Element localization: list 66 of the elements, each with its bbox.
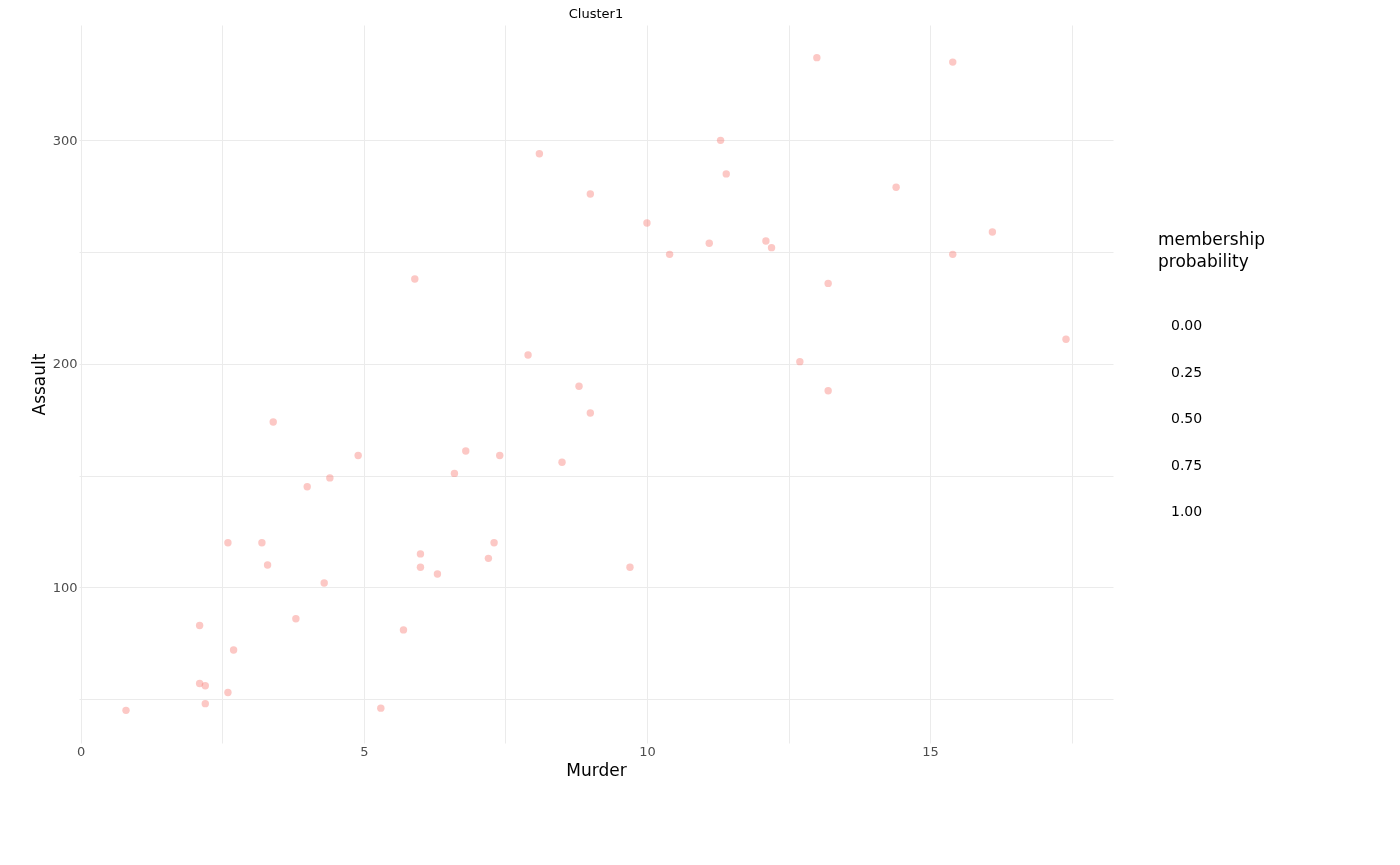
point bbox=[813, 53, 821, 62]
x-tick-label: 0 bbox=[77, 743, 86, 759]
point bbox=[762, 237, 770, 245]
point bbox=[320, 579, 328, 587]
point bbox=[195, 679, 204, 688]
point bbox=[665, 250, 674, 259]
point bbox=[399, 626, 408, 634]
point bbox=[326, 474, 334, 482]
point bbox=[229, 646, 238, 654]
point bbox=[195, 621, 204, 630]
point bbox=[450, 469, 459, 478]
x-tick-label: 15 bbox=[922, 743, 939, 759]
text: 1.00 bbox=[1171, 503, 1203, 519]
point bbox=[292, 615, 300, 623]
point bbox=[269, 418, 277, 426]
point bbox=[263, 561, 272, 569]
x-tick-label: 10 bbox=[639, 743, 656, 759]
point bbox=[949, 250, 957, 259]
point bbox=[224, 688, 232, 697]
point bbox=[224, 539, 232, 547]
point bbox=[416, 550, 425, 558]
point bbox=[586, 190, 595, 198]
point bbox=[524, 351, 532, 359]
point bbox=[824, 279, 832, 288]
point bbox=[354, 451, 362, 460]
point bbox=[122, 706, 130, 715]
point bbox=[433, 570, 442, 578]
point bbox=[1062, 335, 1070, 343]
text: 0.25 bbox=[1171, 363, 1203, 380]
point bbox=[496, 451, 504, 460]
point bbox=[705, 239, 713, 247]
point bbox=[626, 563, 634, 571]
point bbox=[490, 539, 498, 547]
point bbox=[484, 554, 493, 563]
point bbox=[586, 409, 595, 417]
point bbox=[303, 483, 311, 491]
point bbox=[716, 136, 725, 145]
text: 0.75 bbox=[1171, 456, 1203, 473]
point bbox=[201, 699, 209, 708]
y-tick-label: 200 bbox=[52, 356, 78, 372]
chart-title: Cluster1 bbox=[568, 6, 624, 21]
x-tick-label: 5 bbox=[360, 743, 369, 759]
y-axis-title: Assault bbox=[28, 353, 49, 416]
legend-title: membership probability bbox=[1158, 229, 1265, 271]
point bbox=[949, 58, 957, 66]
x-axis-title: Murder bbox=[566, 759, 627, 780]
point bbox=[462, 447, 470, 455]
point bbox=[411, 275, 419, 283]
point bbox=[575, 382, 583, 390]
y-tick-label: 100 bbox=[52, 579, 78, 595]
point bbox=[558, 458, 566, 466]
point bbox=[535, 150, 544, 158]
y-tick-label: 300 bbox=[52, 132, 78, 148]
point bbox=[258, 539, 266, 547]
point bbox=[643, 219, 651, 227]
point bbox=[767, 243, 776, 252]
point bbox=[201, 682, 209, 690]
point bbox=[988, 228, 997, 236]
point bbox=[416, 563, 425, 571]
point bbox=[824, 387, 832, 395]
point bbox=[892, 183, 900, 191]
point bbox=[377, 704, 385, 712]
text: 0.00 bbox=[1171, 317, 1203, 333]
point bbox=[796, 357, 804, 366]
point bbox=[722, 170, 730, 178]
text: 0.50 bbox=[1171, 410, 1203, 426]
